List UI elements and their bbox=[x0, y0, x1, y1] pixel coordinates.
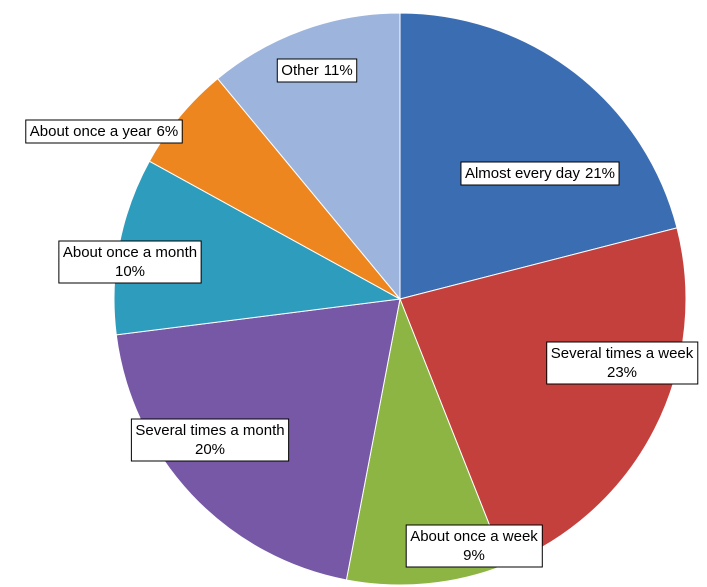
data-label: About once a week 9% bbox=[405, 524, 543, 568]
label-text: About once a year 6% bbox=[30, 123, 178, 140]
data-label: About once a month 10% bbox=[58, 240, 202, 284]
value-label: 23% bbox=[607, 364, 637, 381]
category-label: Other bbox=[281, 62, 319, 79]
label-text: Almost every day 21% bbox=[465, 165, 615, 182]
label-text: Several times a month 20% bbox=[135, 422, 284, 458]
category-label: About once a week bbox=[410, 528, 538, 545]
category-label: Almost every day bbox=[465, 165, 581, 182]
value-label: 6% bbox=[157, 123, 179, 140]
data-label: Other 11% bbox=[276, 58, 358, 83]
data-label: Several times a week 23% bbox=[546, 341, 699, 385]
label-box bbox=[130, 418, 290, 462]
data-label: About once a year 6% bbox=[25, 119, 183, 144]
label-box bbox=[546, 341, 699, 385]
category-label: About once a month bbox=[63, 244, 197, 261]
pie-slice bbox=[399, 227, 687, 566]
pie-slice bbox=[216, 12, 401, 301]
label-box bbox=[460, 161, 620, 186]
data-label: Almost every day 21% bbox=[460, 161, 620, 186]
value-label: 11% bbox=[324, 62, 353, 79]
label-text: Several times a week 23% bbox=[551, 345, 694, 381]
label-box bbox=[25, 119, 183, 144]
label-box bbox=[405, 524, 543, 568]
value-label: 20% bbox=[195, 441, 225, 458]
label-text: About once a week 9% bbox=[410, 528, 538, 564]
value-label: 21% bbox=[585, 165, 615, 182]
label-text: Other 11% bbox=[281, 62, 352, 79]
label-box bbox=[276, 58, 358, 83]
label-box bbox=[58, 240, 202, 284]
label-text: About once a month 10% bbox=[63, 244, 197, 280]
category-label: About once a year bbox=[30, 123, 152, 140]
category-label: Several times a week bbox=[551, 345, 694, 362]
value-label: 10% bbox=[115, 263, 145, 280]
data-label: Several times a month 20% bbox=[130, 418, 290, 462]
pie-slice bbox=[345, 297, 506, 586]
pie-slice bbox=[399, 12, 678, 300]
value-label: 9% bbox=[463, 547, 485, 564]
category-label: Several times a month bbox=[135, 422, 284, 439]
